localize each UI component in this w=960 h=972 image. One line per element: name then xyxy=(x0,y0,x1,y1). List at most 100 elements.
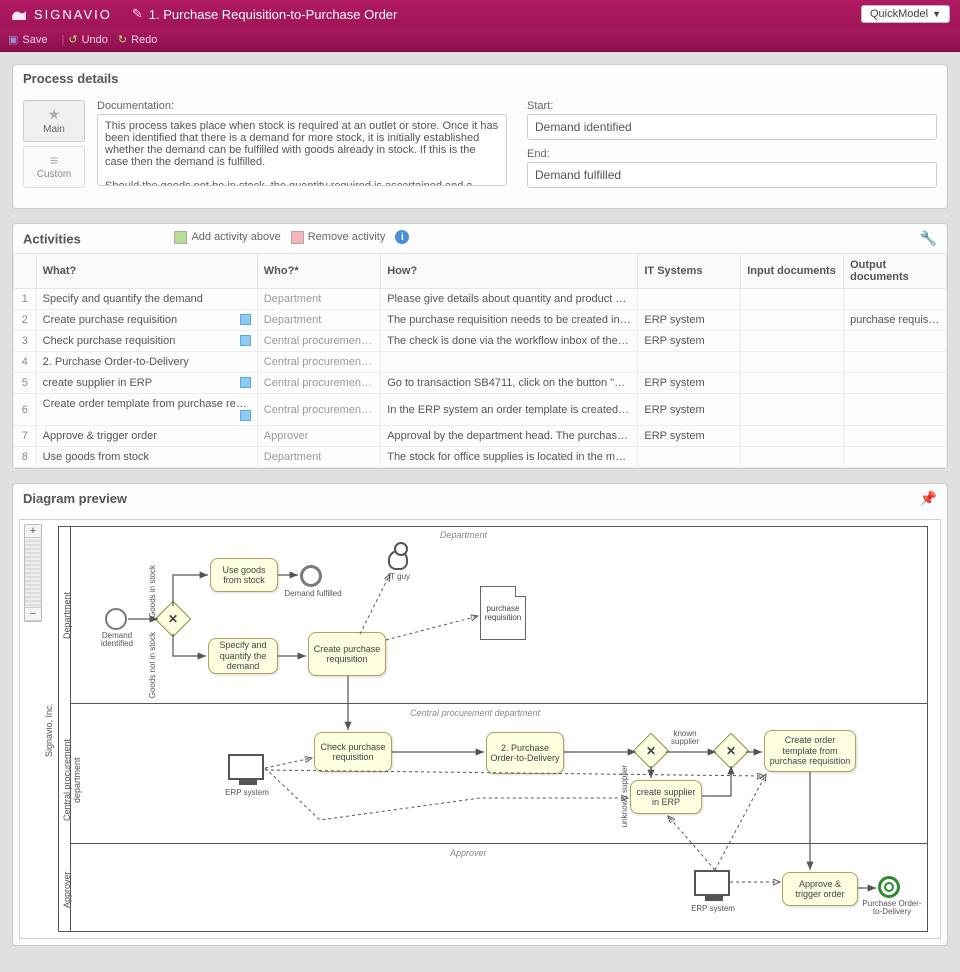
cell-what[interactable]: Approve & trigger order xyxy=(36,426,257,447)
cell-what[interactable]: Create order template from purchase requ… xyxy=(36,394,257,426)
cell-what[interactable]: create supplier in ERP xyxy=(36,373,257,394)
remove-activity-button[interactable]: Remove activity xyxy=(291,231,386,244)
start-input[interactable] xyxy=(527,114,937,140)
documentation-textarea[interactable] xyxy=(97,114,507,186)
cell-input[interactable] xyxy=(741,373,844,394)
erp-system-icon-1[interactable] xyxy=(228,754,264,780)
cell-how[interactable]: Please give details about quantity and p… xyxy=(381,289,638,310)
task-create-supplier[interactable]: create supplier in ERP xyxy=(630,780,702,814)
cell-what[interactable]: Check purchase requisition xyxy=(36,331,257,352)
cell-what[interactable]: Specify and quantify the demand xyxy=(36,289,257,310)
cell-input[interactable] xyxy=(741,426,844,447)
cell-output[interactable]: purchase requisition xyxy=(844,310,947,331)
tab-custom[interactable]: ≡ Custom xyxy=(23,146,85,188)
cell-it[interactable] xyxy=(638,289,741,310)
task-check-pr[interactable]: Check purchase requisition xyxy=(314,732,392,772)
cell-it[interactable]: ERP system xyxy=(638,310,741,331)
cell-how[interactable] xyxy=(381,352,638,373)
col-who[interactable]: Who?* xyxy=(257,254,380,289)
col-it[interactable]: IT Systems xyxy=(638,254,741,289)
cell-it[interactable]: ERP system xyxy=(638,426,741,447)
cell-input[interactable] xyxy=(741,310,844,331)
cell-who[interactable]: Central procurement depart... xyxy=(257,331,380,352)
cell-what[interactable]: Create purchase requisition xyxy=(36,310,257,331)
link-icon[interactable] xyxy=(240,314,251,325)
zoom-control[interactable]: + − xyxy=(24,524,42,622)
cell-it[interactable]: ERP system xyxy=(638,394,741,426)
pin-icon[interactable]: 📌 xyxy=(920,490,937,507)
cell-output[interactable] xyxy=(844,373,947,394)
table-row[interactable]: 6Create order template from purchase req… xyxy=(14,394,947,426)
task-create-order-template[interactable]: Create order template from purchase requ… xyxy=(764,730,856,772)
task-specify[interactable]: Specify and quantify the demand xyxy=(208,638,278,674)
zoom-in-button[interactable]: + xyxy=(25,525,41,538)
cell-who[interactable]: Department xyxy=(257,447,380,468)
cell-it[interactable]: ERP system xyxy=(638,373,741,394)
task-create-pr[interactable]: Create purchase requisition xyxy=(308,632,386,676)
col-what[interactable]: What? xyxy=(36,254,257,289)
cell-how[interactable]: Go to transaction SB4711, click on the b… xyxy=(381,373,638,394)
diagram-canvas[interactable]: + − Signavio, Inc. Department Central pr… xyxy=(19,519,941,939)
cell-output[interactable] xyxy=(844,289,947,310)
cell-how[interactable]: The purchase requisition needs to be cre… xyxy=(381,310,638,331)
table-row[interactable]: 42. Purchase Order-to-DeliveryCentral pr… xyxy=(14,352,947,373)
cell-who[interactable]: Central procurement depart... xyxy=(257,394,380,426)
col-output[interactable]: Output documents xyxy=(844,254,947,289)
tab-main[interactable]: ★ Main xyxy=(23,100,85,142)
mode-dropdown[interactable]: QuickModel ▼ xyxy=(861,5,950,23)
cell-output[interactable] xyxy=(844,352,947,373)
table-row[interactable]: 5create supplier in ERPCentral procureme… xyxy=(14,373,947,394)
cell-it[interactable] xyxy=(638,352,741,373)
undo-button[interactable]: ↺ Undo xyxy=(68,33,108,46)
cell-output[interactable] xyxy=(844,426,947,447)
task-approve[interactable]: Approve & trigger order xyxy=(782,872,858,906)
cell-input[interactable] xyxy=(741,447,844,468)
link-icon[interactable] xyxy=(240,335,251,346)
redo-button[interactable]: ↻ Redo xyxy=(118,33,158,46)
cell-output[interactable] xyxy=(844,394,947,426)
task-po-delivery[interactable]: 2. Purchase Order-to-Delivery xyxy=(486,732,564,774)
cell-how[interactable]: In the ERP system an order template is c… xyxy=(381,394,638,426)
cell-input[interactable] xyxy=(741,289,844,310)
cell-how[interactable]: The stock for office supplies is located… xyxy=(381,447,638,468)
erp-system-icon-2[interactable] xyxy=(694,870,730,896)
cell-what[interactable]: 2. Purchase Order-to-Delivery xyxy=(36,352,257,373)
cell-it[interactable] xyxy=(638,447,741,468)
cell-what[interactable]: Use goods from stock xyxy=(36,447,257,468)
link-icon[interactable] xyxy=(240,410,251,421)
col-how[interactable]: How? xyxy=(381,254,638,289)
cell-who[interactable]: Department xyxy=(257,289,380,310)
end-input[interactable] xyxy=(527,162,937,188)
cell-who[interactable]: Department xyxy=(257,310,380,331)
cell-who[interactable]: Central procurement depart... xyxy=(257,373,380,394)
page-title[interactable]: 1. Purchase Requisition-to-Purchase Orde… xyxy=(149,7,861,22)
cell-input[interactable] xyxy=(741,331,844,352)
end-event-po[interactable] xyxy=(878,876,900,898)
cell-output[interactable] xyxy=(844,447,947,468)
zoom-slider[interactable] xyxy=(25,538,41,608)
table-row[interactable]: 3Check purchase requisitionCentral procu… xyxy=(14,331,947,352)
table-row[interactable]: 1Specify and quantify the demandDepartme… xyxy=(14,289,947,310)
cell-it[interactable]: ERP system xyxy=(638,331,741,352)
settings-icon[interactable]: 🔧 xyxy=(920,230,937,247)
add-activity-button[interactable]: Add activity above xyxy=(174,231,280,244)
person-it-guy-icon[interactable] xyxy=(388,550,408,570)
end-event-demand[interactable] xyxy=(300,565,322,587)
table-row[interactable]: 8Use goods from stockDepartmentThe stock… xyxy=(14,447,947,468)
cell-who[interactable]: Central procurement depart... xyxy=(257,352,380,373)
cell-input[interactable] xyxy=(741,352,844,373)
table-row[interactable]: 2Create purchase requisitionDepartmentTh… xyxy=(14,310,947,331)
link-icon[interactable] xyxy=(240,377,251,388)
data-object-pr[interactable]: purchase requisition xyxy=(480,586,526,640)
info-icon[interactable]: i xyxy=(395,230,409,244)
cell-output[interactable] xyxy=(844,331,947,352)
cell-how[interactable]: The check is done via the workflow inbox… xyxy=(381,331,638,352)
cell-how[interactable]: Approval by the department head. The pur… xyxy=(381,426,638,447)
task-use-goods[interactable]: Use goods from stock xyxy=(210,558,278,592)
save-button[interactable]: ▣ Save xyxy=(8,33,47,46)
zoom-out-button[interactable]: − xyxy=(25,608,41,621)
cell-who[interactable]: Approver xyxy=(257,426,380,447)
cell-input[interactable] xyxy=(741,394,844,426)
col-input[interactable]: Input documents xyxy=(741,254,844,289)
table-row[interactable]: 7Approve & trigger orderApproverApproval… xyxy=(14,426,947,447)
